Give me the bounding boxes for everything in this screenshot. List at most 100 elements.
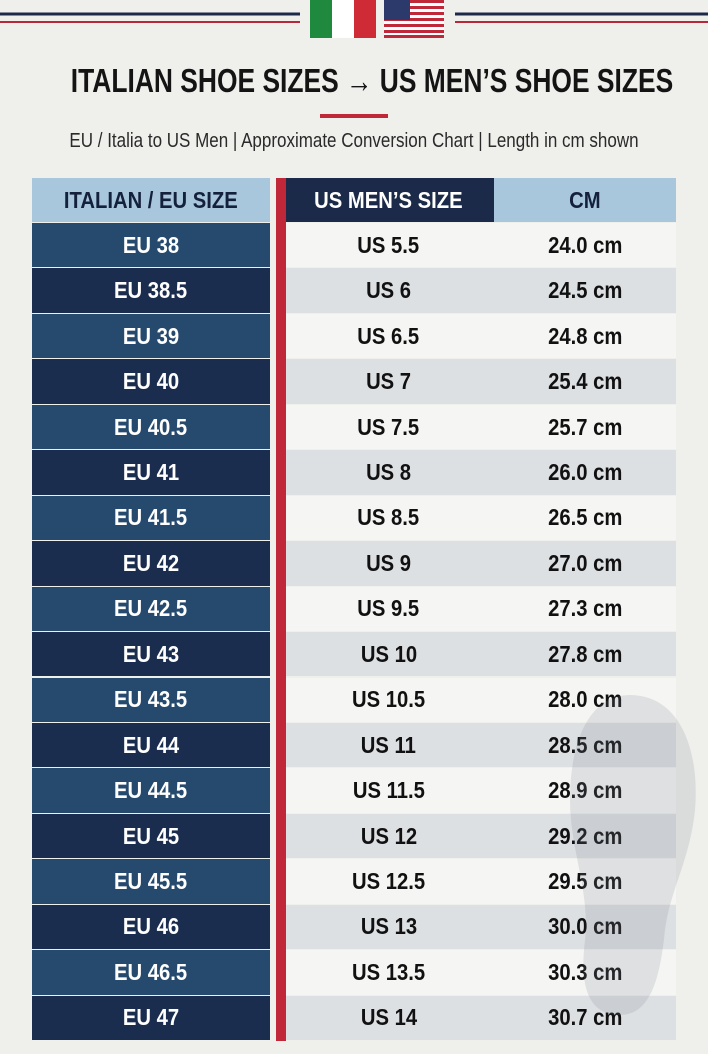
cell-text: 26.5 cm [547,504,623,531]
cell-text: US 10.5 [351,686,426,713]
table-cell: US 8 [283,450,494,495]
table-cell: EU 45 [32,813,270,859]
title: ITALIAN SHOE SIZES → US MEN’S SHOE SIZES [70,62,674,99]
cell-text: US 11.5 [352,777,425,804]
table-cell: EU 46 [32,904,270,950]
us-flag [384,0,444,38]
table-cell: EU 47 [32,995,270,1041]
table-cell: 24.0 cm [494,223,676,268]
cell-text: 27.8 cm [547,640,623,667]
cell-text: 28.9 cm [547,777,622,804]
table-cell: US 12.5 [283,859,494,904]
table-cell: EU 46.5 [32,950,270,995]
title-underline [320,114,388,118]
shoe-sole [570,695,696,1015]
table-cell: 25.4 cm [494,359,676,404]
subtitle: EU / Italia to US Men | Approximate Conv… [69,130,639,152]
italy-flag [310,0,376,38]
table-cell: 26.0 cm [494,450,676,495]
cell-text: 24.8 cm [547,322,623,349]
cell-text: 29.5 cm [547,868,622,895]
table-cell: US 12 [283,813,494,859]
table-cell: 30.0 cm [494,904,676,950]
table-cell: US 11 [283,722,494,768]
cell-text: US 12.5 [351,868,426,895]
table-cell: US 10.5 [283,677,494,722]
cell-text: EU 47 [122,1004,180,1031]
table-cell: 28.9 cm [494,768,676,813]
table-cell: US 7.5 [283,404,494,450]
table-cell: US 10 [283,632,494,677]
cell-text: US MEN’S SIZE [314,186,463,213]
cell-text: EU 44.5 [114,777,188,804]
table-cell: EU 45.5 [32,859,270,904]
table-cell: 27.0 cm [494,541,676,586]
table-cell: 29.2 cm [494,813,676,859]
cell-text: EU 41 [122,458,180,485]
cell-text: 28.0 cm [547,686,623,713]
table-cell: EU 40 [32,359,270,404]
table-cell: US 13.5 [283,950,494,995]
cell-text: 27.3 cm [547,595,623,622]
table-cell: EU 42 [32,541,270,586]
top-decoration [0,0,708,38]
cell-text: US 6 [365,277,411,304]
table-cell: 26.5 cm [494,495,676,541]
table-cell: US 5.5 [283,223,494,268]
table-cell: 30.3 cm [494,950,676,995]
table-cell: EU 39 [32,313,270,359]
cell-text: CM [569,186,601,213]
cell-text: EU 38.5 [114,277,188,304]
cell-text: EU 46 [122,913,180,940]
table-cell: 29.5 cm [494,859,676,904]
table-cell: EU 44 [32,722,270,768]
table-cell: 25.7 cm [494,404,676,450]
cell-text: 27.0 cm [547,549,623,576]
table-cell: US 9 [283,541,494,586]
cell-text: US 5.5 [357,231,420,258]
cell-text: US 6.5 [357,322,420,349]
table-cell: EU 42.5 [32,586,270,632]
cell-text: EU 38 [122,231,180,258]
cell-text: 30.3 cm [547,958,622,985]
cell-text: 26.0 cm [547,458,623,485]
cell-text: US 9 [365,549,411,576]
cell-text: EU 46.5 [114,958,188,985]
table-cell: 27.3 cm [494,586,676,632]
cell-text: EU 40.5 [114,413,188,440]
table-cell: EU 38 [32,223,270,268]
table-cell: EU 40.5 [32,404,270,450]
header-cell: ITALIAN / EU SIZE [32,178,270,222]
cell-text: 24.0 cm [547,231,623,258]
column-divider [273,178,286,1042]
cell-text: US 8.5 [357,504,420,531]
table-cell: 24.5 cm [494,268,676,313]
cell-text: US 13 [360,913,417,940]
cell-text: EU 45 [122,822,180,849]
table-cell: US 11.5 [283,768,494,813]
table-cell: US 7 [283,359,494,404]
cell-text: EU 39 [122,322,180,349]
cell-text: 25.4 cm [547,368,623,395]
header-cell: CM [494,178,676,222]
cell-text: ITALIAN / EU SIZE [64,186,238,213]
table-cell: 30.7 cm [494,995,676,1041]
cell-text: 24.5 cm [547,277,623,304]
table-cell: US 6.5 [283,313,494,359]
table-cell: EU 43 [32,632,270,677]
table-cell: US 6 [283,268,494,313]
cell-text: EU 43.5 [114,686,188,713]
header-cell: US MEN’S SIZE [283,178,494,222]
cell-text: US 10 [360,640,417,667]
table-cell: 28.5 cm [494,722,676,768]
table-cell: EU 41.5 [32,495,270,541]
cell-text: EU 44 [122,731,180,758]
cell-text: US 14 [360,1004,417,1031]
cell-text: US 8 [365,458,411,485]
table-cell: US 9.5 [283,586,494,632]
cell-text: 30.0 cm [547,913,623,940]
cell-text: US 9.5 [357,595,420,622]
